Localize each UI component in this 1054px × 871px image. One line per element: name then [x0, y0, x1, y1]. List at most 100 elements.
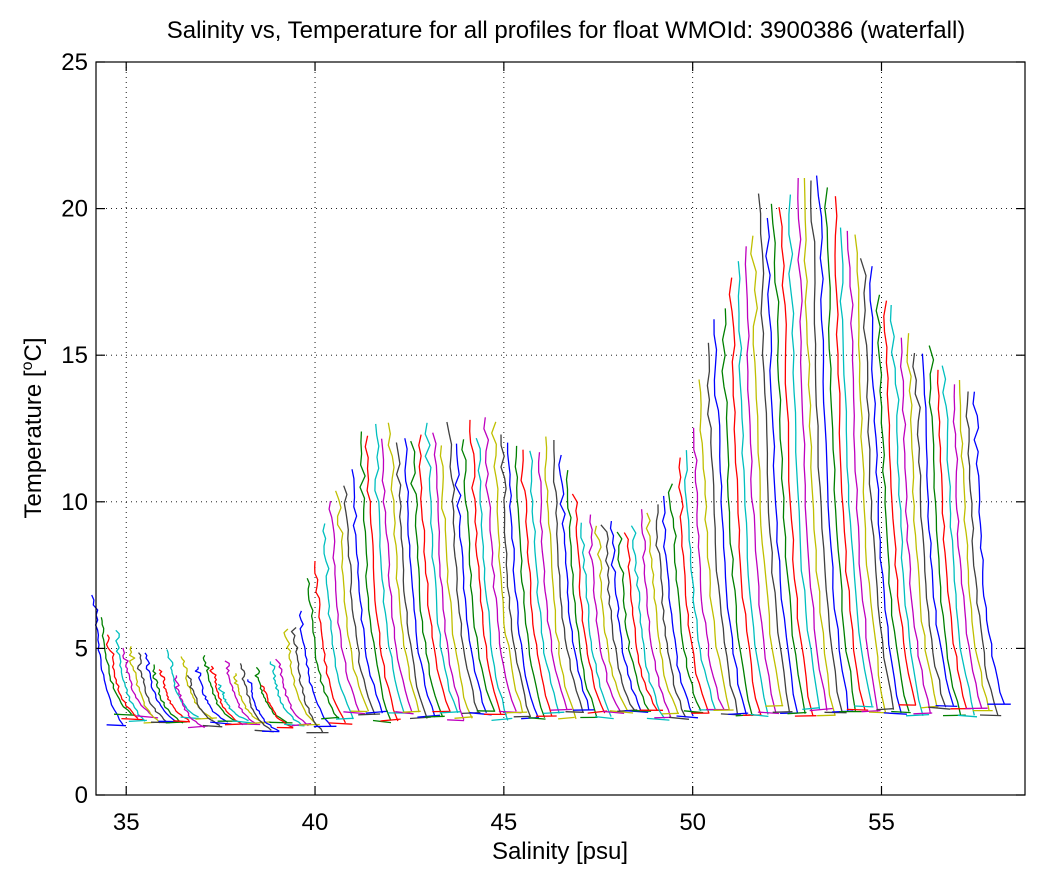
profile-line	[609, 521, 642, 711]
x-tick-label: 50	[679, 809, 706, 836]
profile-line	[351, 469, 383, 714]
profile-line	[728, 277, 762, 716]
profile-bottom-tail	[602, 710, 625, 714]
profile-bottom-tail	[809, 707, 833, 712]
profile-line	[529, 450, 560, 714]
profile-line	[684, 450, 717, 711]
profile-line	[520, 449, 553, 717]
profile-line	[475, 437, 509, 721]
profile-bottom-tail	[491, 717, 513, 722]
profile-bottom-tail	[876, 708, 893, 711]
profile-bottom-tail	[565, 711, 584, 713]
profiles	[91, 175, 1011, 734]
profile-line	[713, 319, 747, 715]
profile-line	[461, 439, 496, 712]
y-axis-label-prefix: Temperature [	[20, 370, 47, 518]
x-tick-label: 35	[113, 809, 140, 836]
profile-line	[815, 175, 849, 713]
profile-line	[846, 230, 879, 712]
profile-line	[883, 300, 917, 705]
profile-bottom-tail	[210, 721, 232, 725]
profile-line	[797, 177, 828, 711]
profile-line	[233, 673, 265, 725]
y-axis-label-suffix: ]	[20, 338, 47, 345]
profile-line	[757, 193, 791, 713]
profile-line	[158, 669, 190, 722]
profile-line	[958, 379, 990, 711]
profile-line	[678, 457, 710, 714]
profile-line	[424, 422, 459, 714]
profile-line	[552, 440, 584, 712]
profile-bottom-tail	[683, 710, 704, 714]
profile-bottom-tail	[595, 715, 614, 720]
y-tick-label: 15	[61, 342, 88, 369]
profile-line	[506, 442, 540, 719]
profile-line	[875, 294, 910, 712]
profile-line	[100, 617, 132, 715]
profile-bottom-tail	[239, 723, 261, 726]
profile-line	[500, 434, 532, 718]
profile-bottom-tail	[854, 705, 874, 708]
profile-bottom-tail	[447, 719, 465, 722]
profile-bottom-tail	[957, 714, 978, 718]
profile-bottom-tail	[372, 719, 392, 724]
profile-line	[491, 421, 524, 713]
profile-line	[387, 422, 420, 713]
profile-line	[640, 509, 672, 718]
profile-line	[404, 438, 436, 718]
profile-line	[544, 436, 577, 720]
profile-line	[174, 675, 206, 729]
profile-line	[824, 187, 857, 712]
profile-line	[364, 435, 399, 722]
profile-line	[166, 649, 199, 718]
profile-line	[965, 391, 999, 716]
y-axis-label-unit: C	[20, 344, 47, 361]
profile-bottom-tail	[891, 710, 911, 714]
profile-line	[136, 652, 168, 723]
profile-bottom-tail	[424, 715, 445, 718]
profile-bottom-tail	[632, 709, 652, 712]
profile-line	[600, 524, 636, 712]
profile-bottom-tail	[787, 711, 807, 715]
profile-bottom-tail	[269, 721, 293, 724]
y-tick-label: 5	[75, 635, 88, 662]
profile-line	[186, 675, 221, 727]
profile-bottom-tail	[202, 724, 223, 728]
profile-line	[558, 454, 590, 711]
profile-line	[469, 419, 502, 715]
y-tick-label: 10	[61, 489, 88, 516]
profile-line	[630, 525, 666, 719]
profile-line	[239, 663, 272, 731]
profile-bottom-tail	[550, 708, 573, 711]
profile-line	[809, 180, 843, 713]
profile-line	[483, 417, 517, 712]
profile-line	[839, 227, 873, 707]
x-tick-label: 55	[868, 809, 895, 836]
profile-line	[115, 629, 146, 722]
profile-line	[432, 432, 465, 721]
profile-bottom-tail	[343, 711, 366, 715]
profile-line	[941, 365, 975, 716]
profile-bottom-tail	[772, 710, 793, 713]
profile-bottom-tail	[728, 712, 749, 716]
profile-line	[616, 531, 650, 711]
profile-bottom-tail	[609, 710, 634, 714]
profile-bottom-tail	[528, 717, 546, 720]
ticks	[96, 61, 1025, 796]
profile-line	[128, 646, 161, 724]
profile-line	[952, 384, 983, 709]
profile-bottom-tail	[195, 717, 217, 720]
y-tick-label: 25	[61, 49, 88, 76]
profile-bottom-tail	[883, 712, 907, 715]
profile-bottom-tail	[380, 718, 401, 722]
profile-bottom-tail	[402, 710, 421, 713]
profile-line	[446, 421, 480, 714]
profile-bottom-tail	[765, 704, 784, 707]
profile-line	[588, 514, 621, 712]
profile-bottom-tail	[543, 711, 565, 715]
profile-bottom-tail	[121, 717, 145, 721]
y-tick-label: 20	[61, 196, 88, 223]
profile-bottom-tail	[905, 713, 930, 717]
profile-line	[152, 664, 184, 724]
profile-line	[698, 379, 731, 711]
